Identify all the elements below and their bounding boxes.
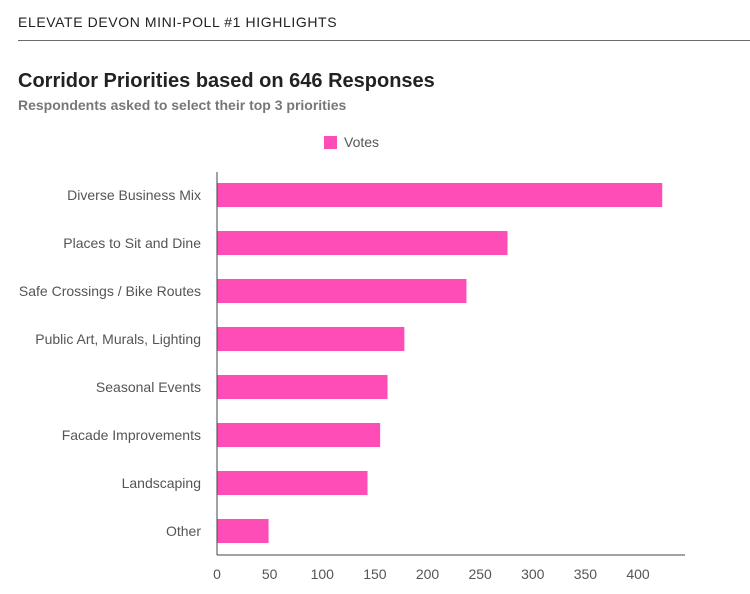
x-tick-label-2: 100 [311,566,335,582]
legend-label: Votes [344,134,380,150]
category-labels: Diverse Business Mix Places to Sit and Di… [19,187,201,539]
page-header: ELEVATE DEVON MINI-POLL #1 HIGHLIGHTS [18,14,338,30]
x-tick-label-8: 400 [626,566,650,582]
chart-subtitle: Respondents asked to select their top 3 … [18,97,347,113]
x-tick-label-7: 350 [574,566,598,582]
bar-6[interactable] [217,471,368,495]
x-tick-label-4: 200 [416,566,440,582]
bar-2[interactable] [217,279,467,303]
bar-4[interactable] [217,375,388,399]
bar-0[interactable] [217,183,663,207]
bar-7[interactable] [217,519,269,543]
axes-group [216,172,685,556]
chart-title: Corridor Priorities based on 646 Respons… [18,70,435,92]
header-divider [18,40,750,41]
category-label-6: Landscaping [122,475,201,491]
x-tick-label-1: 50 [262,566,278,582]
chart-legend[interactable]: Votes [324,134,379,150]
category-label-1: Places to Sit and Dine [63,235,201,251]
bar-3[interactable] [217,327,405,351]
bar-5[interactable] [217,423,381,447]
category-label-5: Facade Improvements [62,427,201,443]
bars-group [217,183,663,543]
x-tick-label-3: 150 [363,566,387,582]
category-label-0: Diverse Business Mix [67,187,201,203]
bar-1[interactable] [217,231,508,255]
x-tick-label-0: 0 [213,566,221,582]
category-label-3: Public Art, Murals, Lighting [35,331,201,347]
category-label-7: Other [166,523,201,539]
x-tick-labels: 0 50 100 150 200 250 300 350 400 [213,566,650,582]
x-tick-label-6: 300 [521,566,545,582]
category-label-2: Safe Crossings / Bike Routes [19,283,201,299]
legend-swatch [324,135,337,149]
x-tick-label-5: 250 [468,566,492,582]
category-label-4: Seasonal Events [96,379,201,395]
